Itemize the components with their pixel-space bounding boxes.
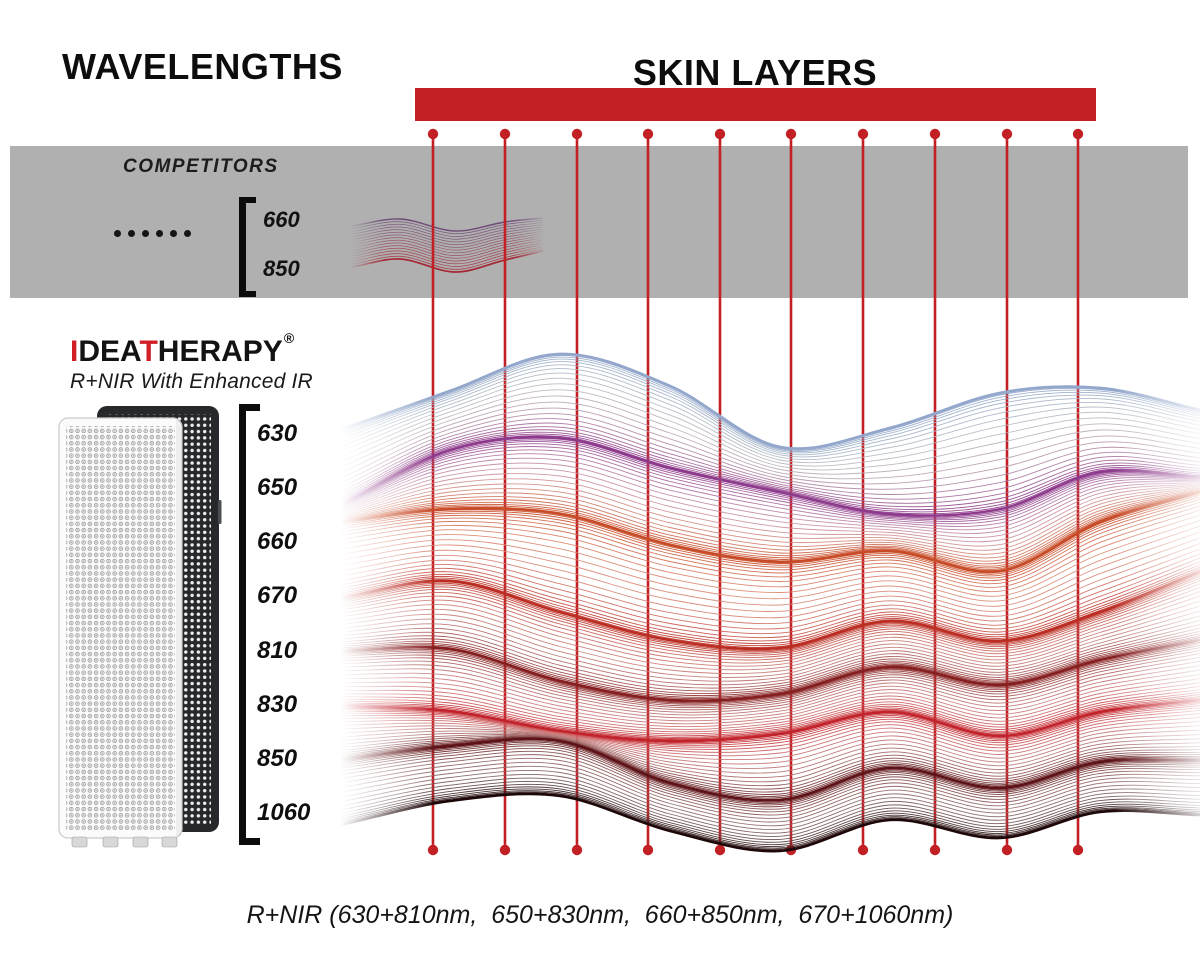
wavelength-label-810: 810 bbox=[257, 637, 298, 664]
dot bbox=[114, 230, 121, 237]
device-wavelength-bracket bbox=[239, 404, 267, 845]
competitor-wavelength-660: 660 bbox=[263, 207, 300, 232]
skin-surface-bar bbox=[415, 88, 1096, 121]
dot bbox=[142, 230, 149, 237]
led-panel-device bbox=[58, 406, 222, 848]
wavelength-label-670: 670 bbox=[257, 582, 298, 609]
main-wave-bundle bbox=[339, 352, 1200, 853]
wavelength-label-1060: 1060 bbox=[257, 799, 311, 826]
brand-tagline: R+NIR With Enhanced IR bbox=[70, 370, 313, 393]
skin-layers-title: SKIN LAYERS bbox=[632, 52, 878, 93]
competitor-wave-bundle bbox=[351, 217, 544, 273]
logo-letters-dea: DEA bbox=[78, 335, 140, 368]
wavelength-label-630: 630 bbox=[257, 420, 298, 447]
competitors-band bbox=[10, 146, 1188, 298]
panel-side-button bbox=[218, 500, 222, 524]
bracket-arm bbox=[239, 404, 260, 411]
bracket-arm bbox=[239, 838, 260, 845]
competitor-wavelength-850: 850 bbox=[263, 256, 300, 281]
dot bbox=[156, 230, 163, 237]
panel-edge-shade bbox=[176, 420, 181, 836]
dot bbox=[170, 230, 177, 237]
competitor-ellipsis-dots bbox=[114, 230, 191, 237]
white-panel-leds bbox=[66, 426, 175, 830]
wavelengths-title: WAVELENGTHS bbox=[62, 46, 343, 87]
competitor-wavelength-bracket bbox=[239, 197, 262, 297]
logo-letters-herapy: HERAPY bbox=[157, 335, 283, 368]
wavelength-label-850: 850 bbox=[257, 745, 298, 772]
wavelength-pairs-caption: R+NIR (630+810nm, 650+830nm, 660+850nm, … bbox=[246, 901, 954, 929]
bracket-arm bbox=[239, 291, 256, 297]
logo-letter-t: T bbox=[139, 335, 158, 368]
logo-letter-i: I bbox=[70, 335, 79, 368]
registered-trademark-symbol: ® bbox=[283, 330, 295, 346]
wavelength-label-830: 830 bbox=[257, 691, 298, 718]
brand-logo: IDEATHERAPY® bbox=[70, 330, 330, 369]
dot bbox=[184, 230, 191, 237]
competitors-label: COMPETITORS bbox=[123, 156, 279, 177]
panel-feet bbox=[71, 836, 178, 848]
wavelength-label-650: 650 bbox=[257, 474, 298, 501]
wavelength-label-660: 660 bbox=[257, 528, 298, 555]
bracket-arm bbox=[239, 197, 256, 203]
brand-block: IDEATHERAPY® R+NIR With Enhanced IR bbox=[70, 330, 330, 394]
dot bbox=[128, 230, 135, 237]
